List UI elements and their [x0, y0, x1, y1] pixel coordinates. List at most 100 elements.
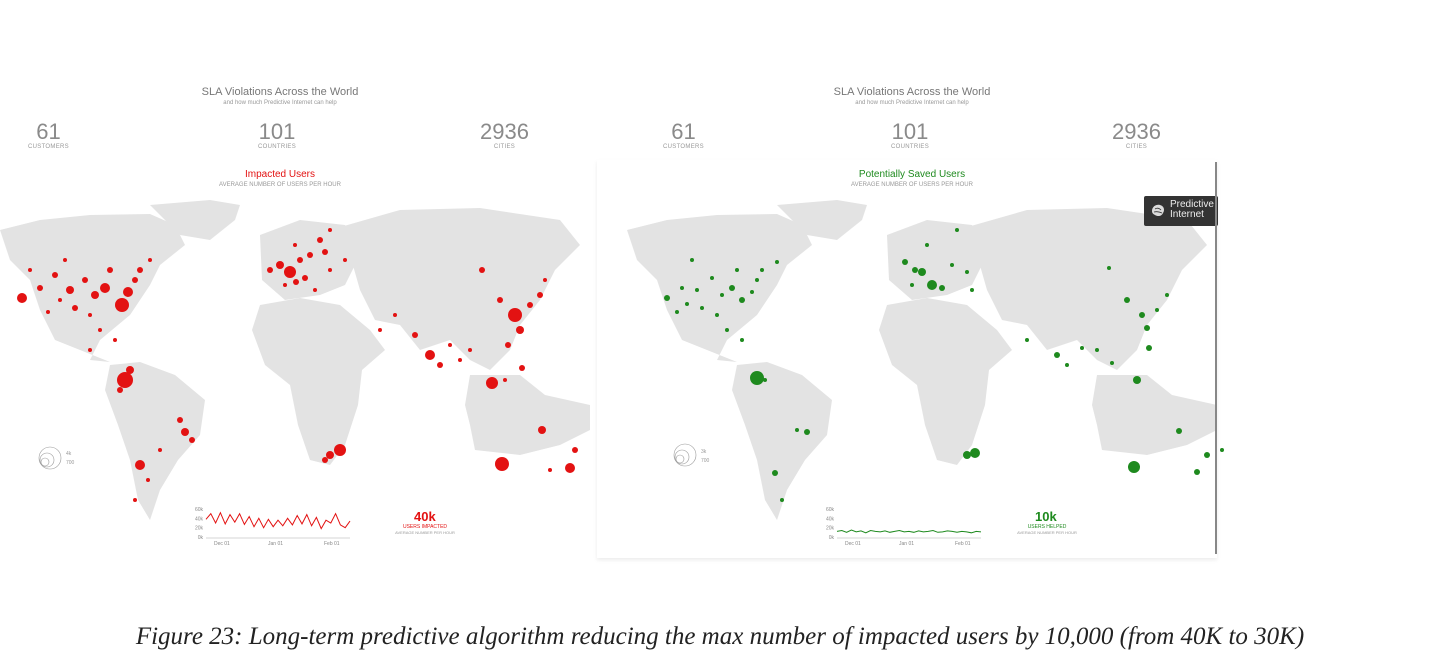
city-marker [135, 460, 145, 470]
city-marker [950, 263, 954, 267]
city-marker [1107, 266, 1111, 270]
stat-label: CITIES [1125, 144, 1148, 150]
city-marker [690, 258, 694, 262]
city-marker [516, 326, 524, 334]
city-marker [177, 417, 183, 423]
stat-countries: 101 COUNTRIES [258, 120, 296, 151]
city-marker [322, 457, 328, 463]
world-map-saved: 3k 700 [627, 200, 1224, 520]
city-marker [902, 259, 908, 265]
big-number-sub: AVERAGE NUMBER PER HOUR [395, 530, 455, 535]
stat-customers: 61 CUSTOMERS [663, 120, 704, 151]
y-tick-label: 60k [195, 507, 204, 513]
city-marker [283, 283, 287, 287]
city-marker [965, 270, 969, 274]
city-marker [91, 291, 99, 299]
city-marker [17, 293, 27, 303]
city-marker [939, 285, 945, 291]
impacted-city-markers [17, 228, 578, 502]
big-number-label: USERS HELPED [1027, 524, 1067, 530]
city-marker [508, 308, 522, 322]
city-marker [918, 268, 926, 276]
city-marker [729, 285, 735, 291]
city-marker [572, 447, 578, 453]
saved-users-timeseries-chart: 60k 40k 20k 0k Dec 01 Jan 01 Feb 01 [826, 507, 982, 547]
city-marker [158, 448, 162, 452]
city-marker [412, 332, 418, 338]
city-marker [146, 478, 150, 482]
world-map-impacted: 4k 700 [0, 200, 590, 520]
city-marker [537, 292, 543, 298]
city-marker [970, 288, 974, 292]
city-marker [538, 426, 546, 434]
city-marker [548, 468, 552, 472]
city-marker [293, 279, 299, 285]
city-marker [52, 272, 58, 278]
city-marker [425, 350, 435, 360]
stat-label: CUSTOMERS [663, 144, 704, 150]
city-marker [680, 286, 684, 290]
big-number-sub: AVERAGE NUMBER PER HOUR [1017, 530, 1077, 535]
city-marker [763, 378, 767, 382]
big-number: 10k [1035, 509, 1057, 524]
y-tick-label: 0k [198, 535, 204, 541]
stat-cities: 2936 CITIES [480, 120, 529, 151]
city-marker [503, 378, 507, 382]
city-marker [479, 267, 485, 273]
city-marker [739, 297, 745, 303]
stat-countries: 101 COUNTRIES [891, 119, 930, 151]
city-marker [468, 348, 472, 352]
city-marker [772, 470, 778, 476]
y-tick-label: 20k [826, 526, 835, 532]
panel-divider [1215, 162, 1217, 554]
city-marker [113, 338, 117, 342]
big-number-label: USERS IMPACTED [402, 524, 448, 530]
x-tick-label: Feb 01 [955, 541, 971, 547]
city-marker [970, 448, 980, 458]
city-marker [66, 286, 74, 294]
city-marker [98, 328, 102, 332]
city-marker [328, 228, 332, 232]
stat-label: COUNTRIES [891, 144, 930, 150]
city-marker [1095, 348, 1099, 352]
badge-line-1: Predictive [1170, 199, 1214, 210]
stat-label: CITIES [493, 144, 516, 150]
city-marker [307, 252, 313, 258]
city-marker [148, 258, 152, 262]
metric-subtitle: AVERAGE NUMBER OF USERS PER HOUR [219, 182, 341, 188]
land-masses [0, 200, 590, 520]
city-marker [1139, 312, 1145, 318]
legend-label-large: 4k [66, 451, 72, 457]
city-marker [1054, 352, 1060, 358]
city-marker [133, 498, 137, 502]
size-legend [38, 446, 62, 470]
city-marker [334, 444, 346, 456]
stat-value: 101 [891, 119, 929, 144]
city-marker [58, 298, 62, 302]
y-tick-label: 0k [829, 535, 835, 541]
dashboard-subtitle: and how much Predictive Internet can hel… [223, 100, 337, 106]
city-marker [343, 258, 347, 262]
city-marker [1065, 363, 1069, 367]
city-marker [117, 387, 123, 393]
figure-caption: Figure 23: Long-term predictive algorith… [135, 623, 1305, 650]
city-marker [458, 358, 462, 362]
city-marker [543, 278, 547, 282]
city-marker [912, 267, 918, 273]
predictive-internet-badge: Predictive Internet [1144, 196, 1218, 226]
metric-title: Potentially Saved Users [858, 169, 966, 180]
y-tick-label: 40k [195, 516, 204, 522]
city-marker [1025, 338, 1029, 342]
city-marker [1133, 376, 1141, 384]
city-marker [100, 283, 110, 293]
city-marker [750, 290, 754, 294]
city-marker [115, 298, 129, 312]
city-marker [284, 266, 296, 278]
city-marker [267, 267, 273, 273]
city-marker [88, 313, 92, 317]
city-marker [1144, 325, 1150, 331]
size-legend [673, 443, 697, 467]
city-marker [302, 275, 308, 281]
city-marker [378, 328, 382, 332]
city-marker [760, 268, 764, 272]
